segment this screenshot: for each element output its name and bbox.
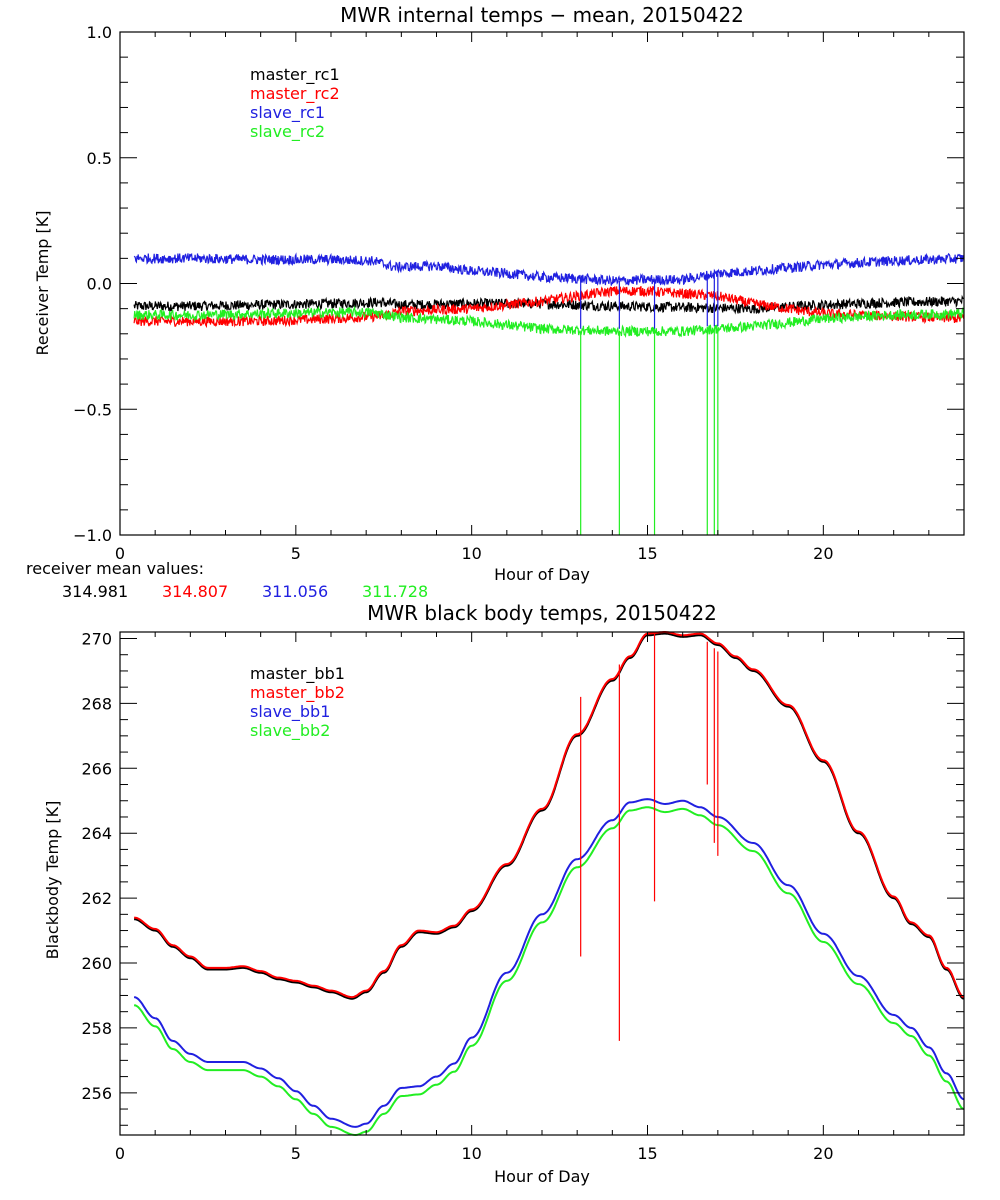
receiver-mean-footer: receiver mean values: 314.981 314.807 31… [26, 559, 428, 601]
y-axis-label: Blackbody Temp [K] [43, 801, 62, 960]
y-tick-label: −1.0 [73, 526, 112, 545]
x-tick-label: 10 [461, 544, 481, 563]
x-tick-label: 15 [637, 544, 657, 563]
legend-entry-slave-bb1: slave_bb1 [250, 702, 330, 722]
receiver-mean-slave-rc1: 311.056 [262, 582, 328, 601]
receiver-mean-master-rc1: 314.981 [62, 582, 128, 601]
y-tick-label: 0.5 [87, 149, 112, 168]
y-tick-label: 1.0 [87, 23, 112, 42]
y-axis-label: Receiver Temp [K] [33, 210, 52, 355]
legend-entry-master-bb2: master_bb2 [250, 683, 345, 703]
receiver-temps-chart: MWR internal temps − mean, 20150422 0 5 10… [26, 3, 965, 601]
axes-group: 0 5 10 15 20 −1.0 −0.5 0.0 0.5 1.0 [73, 23, 965, 563]
chart-title: MWR internal temps − mean, 20150422 [340, 3, 744, 27]
y-tick-label: 270 [81, 629, 112, 648]
y-tick-label: 266 [81, 759, 112, 778]
series-slave_bb2 [133, 806, 965, 1137]
x-axis-label: Hour of Day [494, 565, 590, 584]
plot-frame [119, 31, 965, 536]
y-tick-label: 0.0 [87, 275, 112, 294]
series-master_rc1 [133, 294, 965, 315]
legend: master_bb1 master_bb2 slave_bb1 slave_bb… [250, 664, 345, 741]
y-tick-label: 264 [81, 824, 112, 843]
receiver-mean-master-rc2: 314.807 [162, 582, 228, 601]
x-tick-label: 0 [115, 544, 125, 563]
x-axis-label: Hour of Day [494, 1167, 590, 1186]
x-tick-label: 15 [637, 1144, 657, 1163]
series-master_bb2 [134, 631, 965, 999]
legend-entry-master-rc1: master_rc1 [250, 65, 340, 85]
y-tick-label: 268 [81, 694, 112, 713]
legend-entry-slave-bb2: slave_bb2 [250, 721, 330, 741]
legend: master_rc1 master_rc2 slave_rc1 slave_rc… [250, 65, 340, 142]
plot-frame [119, 631, 965, 1136]
x-tick-label: 20 [813, 1144, 833, 1163]
y-tick-label: −0.5 [73, 400, 112, 419]
x-tick-label: 20 [813, 544, 833, 563]
series-group [133, 252, 965, 535]
x-tick-label: 0 [115, 1144, 125, 1163]
y-tick-label: 256 [81, 1084, 112, 1103]
series-slave_rc2 [133, 305, 965, 339]
receiver-mean-label: receiver mean values: [26, 559, 204, 578]
y-tick-label: 258 [81, 1019, 112, 1038]
legend-entry-slave-rc2: slave_rc2 [250, 122, 325, 142]
series-slave_rc1 [133, 252, 965, 287]
x-tick-label: 5 [291, 544, 301, 563]
y-tick-label: 260 [81, 954, 112, 973]
blackbody-temps-chart: MWR black body temps, 20150422 0 5 10 15 20 2… [43, 601, 965, 1186]
axes-group: 0 5 10 15 20 256 258 260 262 264 266 268 270 [81, 629, 965, 1163]
x-tick-label: 10 [461, 1144, 481, 1163]
chart-title: MWR black body temps, 20150422 [367, 601, 717, 625]
legend-entry-master-bb1: master_bb1 [250, 664, 345, 684]
series-slave_bb1 [133, 798, 965, 1128]
receiver-mean-slave-rc2: 311.728 [362, 582, 428, 601]
legend-entry-master-rc2: master_rc2 [250, 84, 340, 104]
series-group [133, 631, 965, 1137]
x-tick-label: 5 [291, 1144, 301, 1163]
y-tick-label: 262 [81, 889, 112, 908]
legend-entry-slave-rc1: slave_rc1 [250, 103, 325, 123]
